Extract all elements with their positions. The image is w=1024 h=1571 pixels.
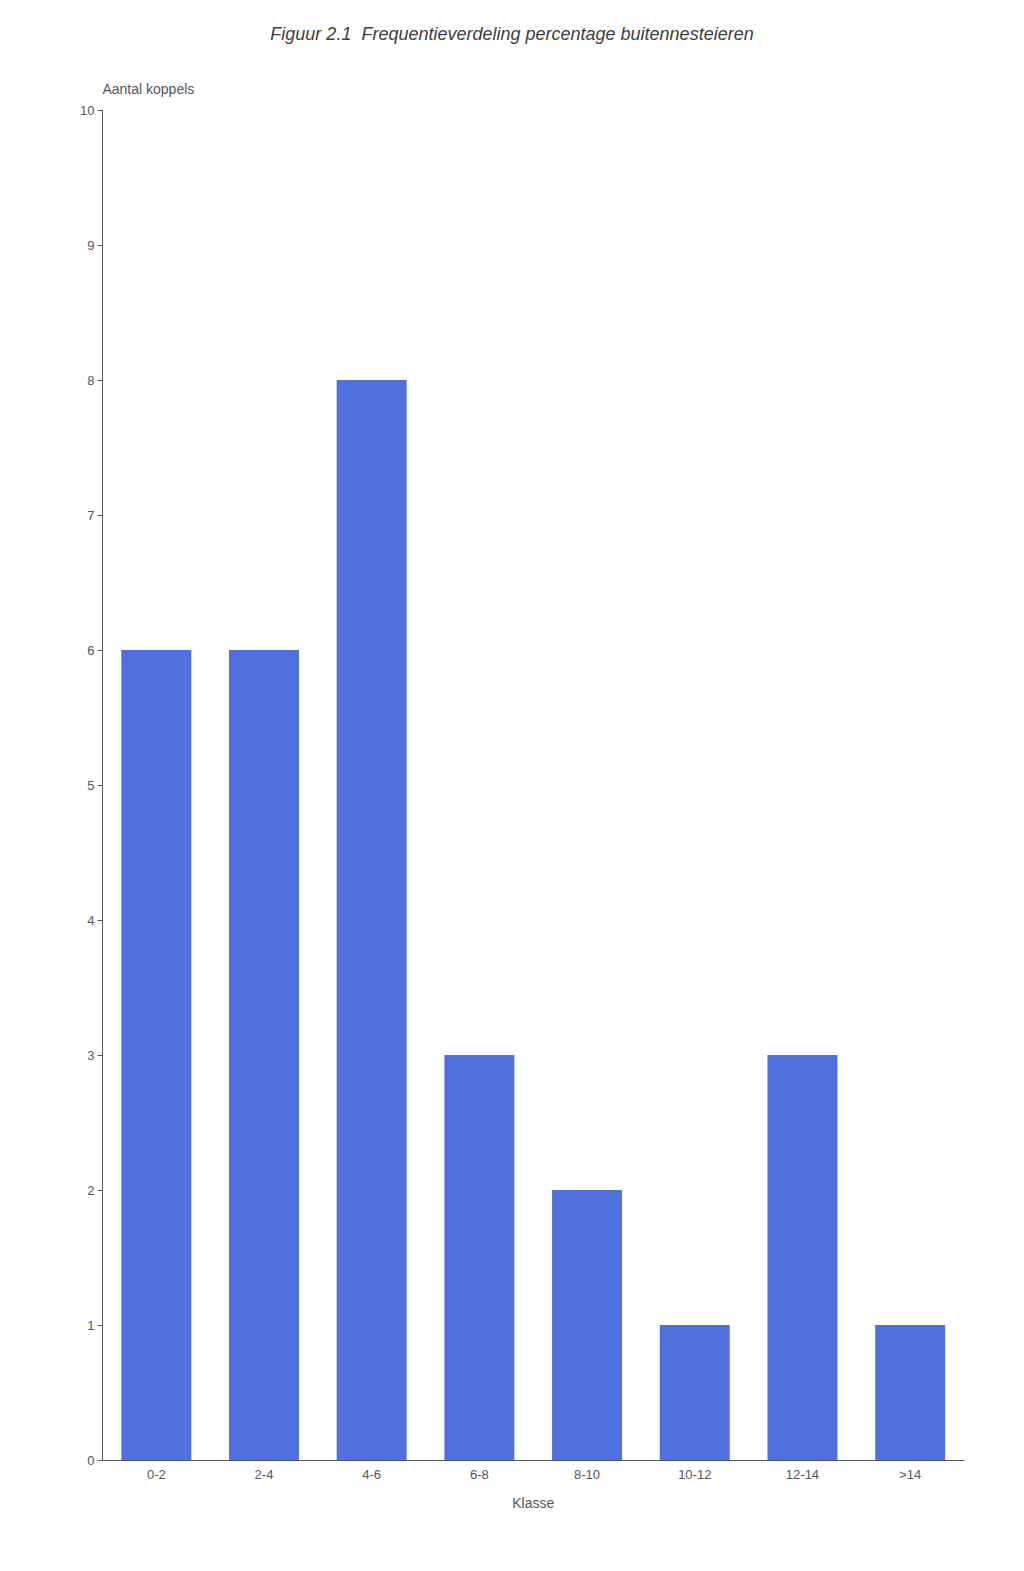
svg-text:10: 10 [80,103,94,118]
svg-text:0: 0 [87,1453,94,1468]
svg-text:2: 2 [87,1183,94,1198]
svg-text:6-8: 6-8 [470,1467,489,1482]
svg-text:9: 9 [87,238,94,253]
svg-text:2-4: 2-4 [255,1467,274,1482]
svg-text:5: 5 [87,778,94,793]
svg-text:8: 8 [87,373,94,388]
svg-text:7: 7 [87,508,94,523]
svg-text:>14: >14 [899,1467,921,1482]
svg-text:1: 1 [87,1318,94,1333]
svg-text:12-14: 12-14 [786,1467,819,1482]
svg-text:Figuur 2.1 Frequentieverdelin: Figuur 2.1 Frequentieverdeling percentag… [270,24,753,44]
svg-text:4: 4 [87,913,94,928]
svg-text:Klasse: Klasse [512,1495,554,1511]
svg-text:8-10: 8-10 [574,1467,600,1482]
svg-text:Aantal koppels: Aantal koppels [102,81,194,97]
svg-text:10-12: 10-12 [678,1467,711,1482]
svg-text:4-6: 4-6 [362,1467,381,1482]
svg-text:0-2: 0-2 [147,1467,166,1482]
svg-text:6: 6 [87,643,94,658]
svg-text:3: 3 [87,1048,94,1063]
